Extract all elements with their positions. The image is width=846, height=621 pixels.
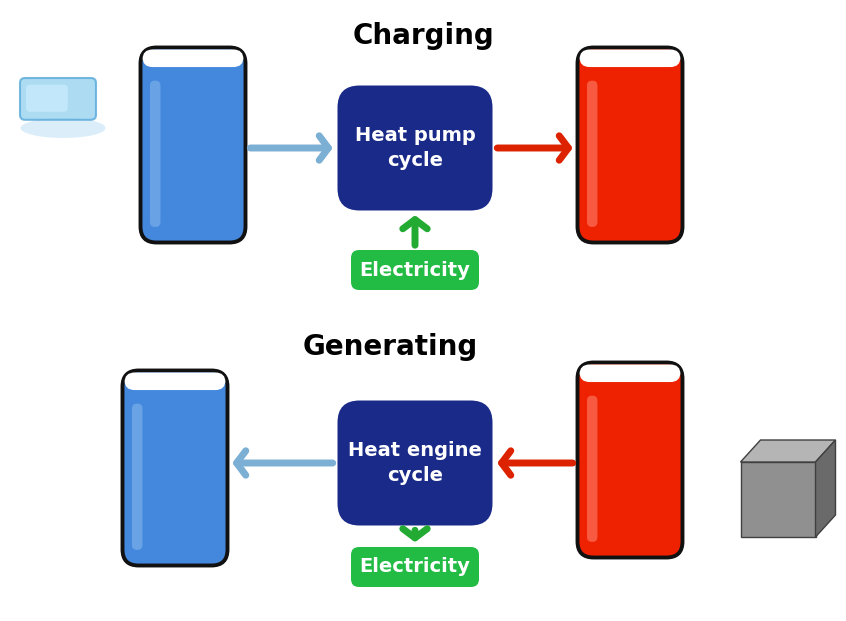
FancyBboxPatch shape xyxy=(142,50,244,67)
FancyBboxPatch shape xyxy=(124,373,226,390)
FancyBboxPatch shape xyxy=(351,250,479,290)
FancyBboxPatch shape xyxy=(578,363,683,558)
FancyBboxPatch shape xyxy=(578,47,683,242)
Polygon shape xyxy=(740,440,836,462)
FancyBboxPatch shape xyxy=(580,50,680,67)
Text: Charging: Charging xyxy=(352,22,494,50)
FancyBboxPatch shape xyxy=(26,84,68,112)
Text: Electricity: Electricity xyxy=(360,558,470,576)
FancyBboxPatch shape xyxy=(140,47,245,242)
FancyBboxPatch shape xyxy=(20,78,96,120)
FancyBboxPatch shape xyxy=(132,404,142,550)
Text: Heat engine
cycle: Heat engine cycle xyxy=(348,441,482,485)
FancyBboxPatch shape xyxy=(587,396,597,542)
Ellipse shape xyxy=(20,118,106,138)
Text: Generating: Generating xyxy=(302,333,478,361)
Text: Heat pump
cycle: Heat pump cycle xyxy=(354,126,475,170)
FancyBboxPatch shape xyxy=(587,81,597,227)
Polygon shape xyxy=(740,462,816,537)
Text: Electricity: Electricity xyxy=(360,260,470,279)
FancyBboxPatch shape xyxy=(123,371,228,566)
FancyBboxPatch shape xyxy=(150,81,161,227)
FancyBboxPatch shape xyxy=(580,365,680,382)
Polygon shape xyxy=(816,440,836,537)
FancyBboxPatch shape xyxy=(351,547,479,587)
FancyBboxPatch shape xyxy=(338,86,492,211)
FancyBboxPatch shape xyxy=(338,401,492,525)
